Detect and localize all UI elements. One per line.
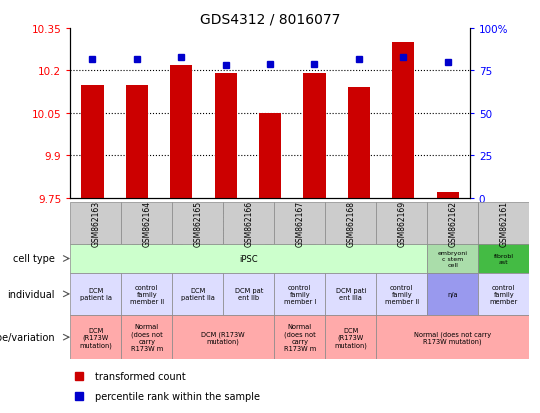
Text: GSM862165: GSM862165 bbox=[193, 201, 202, 247]
Bar bbox=[82, 85, 104, 198]
Text: n/a: n/a bbox=[447, 291, 458, 297]
Text: GSM862166: GSM862166 bbox=[244, 201, 253, 247]
Bar bbox=[274, 316, 325, 359]
Text: DCM
patient Ia: DCM patient Ia bbox=[80, 288, 112, 301]
Text: GSM862163: GSM862163 bbox=[91, 201, 100, 247]
Bar bbox=[70, 202, 121, 245]
Bar bbox=[303, 74, 326, 198]
Text: DCM
(R173W
mutation): DCM (R173W mutation) bbox=[79, 327, 112, 348]
Text: embryoni
c stem
cell: embryoni c stem cell bbox=[438, 251, 468, 267]
Bar bbox=[376, 316, 529, 359]
Text: control
family
member II: control family member II bbox=[384, 284, 418, 304]
Text: fibrobl
ast: fibrobl ast bbox=[494, 254, 514, 264]
Text: GSM862168: GSM862168 bbox=[346, 201, 355, 247]
Text: cell type: cell type bbox=[13, 254, 55, 264]
Text: DCM pati
ent IIIa: DCM pati ent IIIa bbox=[335, 288, 366, 301]
Text: Normal
(does not
carry
R173W m: Normal (does not carry R173W m bbox=[131, 324, 163, 351]
Bar bbox=[436, 192, 458, 198]
Text: DCM (R173W
mutation): DCM (R173W mutation) bbox=[201, 330, 245, 344]
Text: DCM
patient IIa: DCM patient IIa bbox=[181, 288, 214, 301]
Bar bbox=[126, 85, 148, 198]
Bar bbox=[427, 245, 478, 273]
Bar bbox=[70, 316, 121, 359]
Text: percentile rank within the sample: percentile rank within the sample bbox=[96, 391, 260, 401]
Bar bbox=[478, 202, 529, 245]
Text: iPSC: iPSC bbox=[239, 254, 258, 263]
Text: GSM862162: GSM862162 bbox=[448, 201, 457, 247]
Text: GSM862167: GSM862167 bbox=[295, 201, 304, 247]
Bar bbox=[325, 316, 376, 359]
Bar bbox=[274, 273, 325, 316]
Text: individual: individual bbox=[8, 289, 55, 299]
Bar bbox=[223, 202, 274, 245]
Bar bbox=[376, 202, 427, 245]
Bar bbox=[348, 88, 370, 198]
Bar bbox=[325, 273, 376, 316]
Bar bbox=[478, 273, 529, 316]
Text: DCM pat
ent IIb: DCM pat ent IIb bbox=[234, 288, 263, 301]
Title: GDS4312 / 8016077: GDS4312 / 8016077 bbox=[200, 12, 340, 26]
Text: GSM862161: GSM862161 bbox=[499, 201, 508, 247]
Bar bbox=[172, 202, 223, 245]
Bar bbox=[121, 316, 172, 359]
Bar bbox=[392, 43, 414, 198]
Bar bbox=[172, 316, 274, 359]
Bar bbox=[427, 273, 478, 316]
Bar bbox=[70, 273, 121, 316]
Bar bbox=[70, 245, 427, 273]
Bar bbox=[376, 273, 427, 316]
Bar bbox=[274, 202, 325, 245]
Text: DCM
(R173W
mutation): DCM (R173W mutation) bbox=[334, 327, 367, 348]
Bar bbox=[223, 273, 274, 316]
Text: GSM862164: GSM862164 bbox=[142, 201, 151, 247]
Text: Normal
(does not
carry
R173W m: Normal (does not carry R173W m bbox=[284, 324, 316, 351]
Bar bbox=[427, 202, 478, 245]
Bar bbox=[478, 245, 529, 273]
Text: Normal (does not carry
R173W mutation): Normal (does not carry R173W mutation) bbox=[414, 330, 491, 344]
Text: GSM862169: GSM862169 bbox=[397, 201, 406, 247]
Bar bbox=[325, 202, 376, 245]
Bar bbox=[172, 273, 223, 316]
Bar bbox=[170, 66, 192, 198]
Bar bbox=[259, 114, 281, 198]
Bar bbox=[121, 202, 172, 245]
Text: transformed count: transformed count bbox=[96, 371, 186, 381]
Bar bbox=[121, 273, 172, 316]
Text: control
family
member I: control family member I bbox=[284, 284, 316, 304]
Bar bbox=[214, 74, 237, 198]
Text: genotype/variation: genotype/variation bbox=[0, 332, 55, 342]
Text: control
family
member II: control family member II bbox=[130, 284, 164, 304]
Text: control
family
member: control family member bbox=[490, 284, 518, 304]
